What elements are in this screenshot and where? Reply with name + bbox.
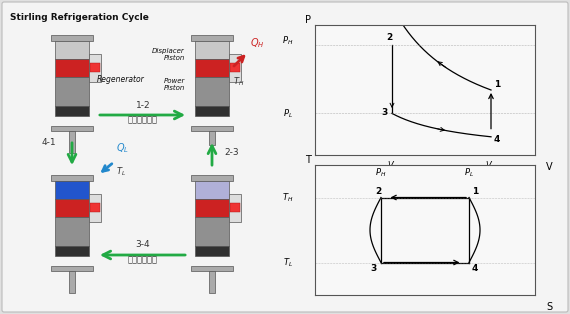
Text: Power
Piston: Power Piston [164,78,185,91]
Text: 4: 4 [471,264,478,273]
Text: 1-2: 1-2 [136,101,150,110]
Text: $P_H$: $P_H$ [375,166,386,179]
Bar [51,126,93,131]
Text: $Q_H$: $Q_H$ [250,36,264,50]
Bar [55,181,89,199]
Bar [191,35,233,41]
Text: S: S [546,301,552,311]
Text: $P_L$: $P_L$ [464,166,474,179]
Bar [55,217,89,246]
Bar [55,199,89,217]
Text: $V_L$: $V_L$ [386,159,397,171]
Bar [195,59,229,77]
Text: Stirling Refrigeration Cycle: Stirling Refrigeration Cycle [10,13,149,22]
Bar [51,175,93,181]
Text: 1: 1 [494,80,500,89]
Bar [230,203,240,212]
Bar [89,54,101,82]
Bar [209,131,215,145]
Text: 등온팝샰과정: 등온팝샰과정 [128,255,158,264]
Bar [55,246,89,256]
Bar [195,246,229,256]
Text: 2: 2 [386,33,393,42]
Bar [195,217,229,246]
Bar [55,106,89,116]
Bar [89,194,101,222]
Bar [51,35,93,41]
Bar [69,131,75,153]
Bar [229,194,241,222]
Text: Displacer
Piston: Displacer Piston [152,48,185,62]
Text: T: T [306,154,311,165]
Text: 4: 4 [493,136,499,144]
Bar [195,199,229,217]
Text: 4-1: 4-1 [42,138,56,147]
Bar [55,41,89,59]
Text: 2-3: 2-3 [224,148,239,157]
Bar [195,106,229,116]
Bar [209,271,215,293]
Text: $T_L$: $T_L$ [116,165,126,177]
Bar [69,271,75,293]
Text: $T_H$: $T_H$ [282,191,293,204]
Bar [90,63,100,72]
Text: $P_H$: $P_H$ [282,34,293,47]
Bar [191,175,233,181]
Bar [191,126,233,131]
Bar [195,181,229,199]
Text: $V_H$: $V_H$ [485,159,497,171]
Bar [55,77,89,106]
Bar [55,59,89,77]
Text: 1: 1 [473,187,479,196]
Bar [191,266,233,271]
Bar [195,77,229,106]
Text: Regenerator: Regenerator [97,75,145,84]
Text: $T_L$: $T_L$ [283,256,293,269]
Text: $P_L$: $P_L$ [283,107,293,120]
Text: 3-4: 3-4 [136,240,150,249]
Bar [230,63,240,72]
Bar [51,266,93,271]
Text: $Q_L$: $Q_L$ [116,141,129,155]
Text: 등온압축과정: 등온압축과정 [128,115,158,124]
Text: 3: 3 [370,264,376,273]
Text: P: P [306,14,311,24]
Bar [90,203,100,212]
Bar [195,41,229,59]
Bar [229,54,241,82]
Text: V: V [546,161,553,171]
Text: 3: 3 [381,108,387,116]
Text: $T_H$: $T_H$ [233,75,245,88]
Text: 2: 2 [376,187,382,196]
